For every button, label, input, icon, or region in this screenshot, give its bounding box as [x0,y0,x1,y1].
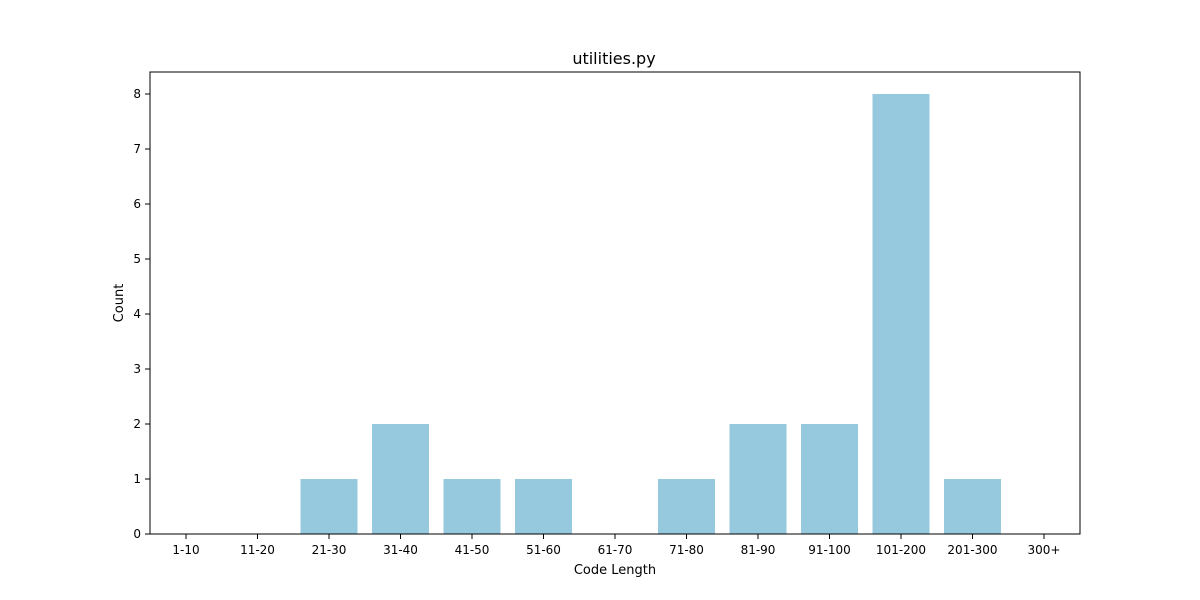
y-tick-label: 7 [133,142,141,156]
y-tick-label: 5 [133,252,141,266]
y-tick-label: 2 [133,417,141,431]
bar-71-80 [658,479,715,534]
x-tick-label: 201-300 [947,543,997,557]
bar-91-100 [801,424,858,534]
x-tick-label: 81-90 [741,543,776,557]
bar-81-90 [729,424,787,534]
x-tick-label: 1-10 [172,543,199,557]
bar-201-300 [944,479,1001,534]
y-axis: 0 1 2 3 4 5 6 7 8 [133,87,150,541]
bar-31-40 [372,424,429,534]
bar-41-50 [443,479,501,534]
x-tick-label: 71-80 [669,543,704,557]
x-tick-label: 31-40 [383,543,418,557]
y-axis-label: Count [112,284,127,323]
x-tick-label: 21-30 [312,543,347,557]
bar-51-60 [515,479,572,534]
x-tick-label: 61-70 [598,543,633,557]
bar-21-30 [300,479,358,534]
x-tick-label: 91-100 [808,543,851,557]
axes-frame [149,71,1081,535]
x-tick-label: 11-20 [240,543,275,557]
x-axis: 1-10 11-20 21-30 31-40 41-50 51-60 61-70 71-80 8… [172,534,1060,557]
bars-layer [300,94,1001,534]
y-tick-label: 6 [133,197,141,211]
y-tick-label: 8 [133,87,141,101]
y-tick-label: 0 [133,527,141,541]
x-axis-label: Code Length [574,563,656,578]
x-tick-label: 300+ [1028,543,1061,557]
y-tick-label: 1 [133,472,141,486]
x-tick-label: 41-50 [455,543,490,557]
x-tick-label: 51-60 [526,543,561,557]
chart-title: utilities.py [572,49,655,68]
y-tick-label: 3 [133,362,141,376]
bar-101-200 [872,94,930,534]
x-tick-label: 101-200 [876,543,926,557]
y-tick-label: 4 [133,307,141,321]
